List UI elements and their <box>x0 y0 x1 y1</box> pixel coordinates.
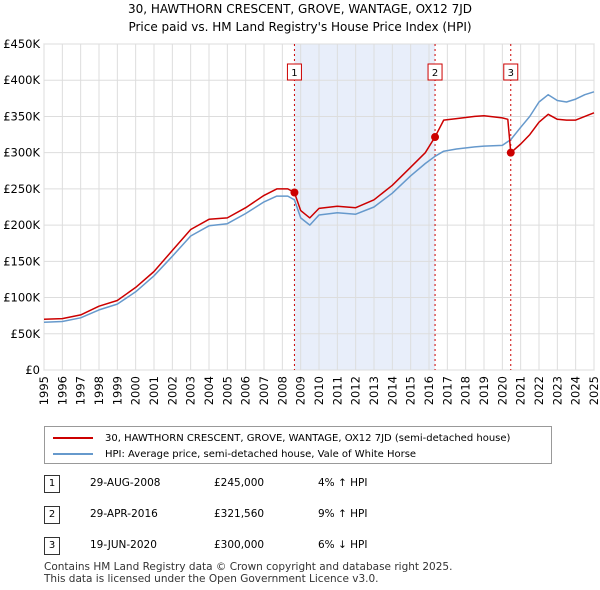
sale-point <box>431 133 440 142</box>
x-tick-label: 2005 <box>220 376 234 405</box>
x-tick-label: 2007 <box>257 376 271 405</box>
transaction-number-badge: 2 <box>44 506 60 524</box>
footer-copyright: Contains HM Land Registry data © Crown c… <box>44 561 453 573</box>
x-tick-label: 2010 <box>312 376 326 405</box>
x-tick-label: 1995 <box>37 376 51 405</box>
x-tick-label: 2024 <box>569 376 583 405</box>
x-tick-label: 2023 <box>550 376 564 405</box>
price-chart: 1 2 3 £0 £50K £100K £150K £200K £250K £300K £350K… <box>3 37 600 405</box>
x-tick-label: 2009 <box>294 376 308 405</box>
transaction-date: 29-AUG-2008 <box>90 477 161 489</box>
property-price-line <box>43 112 595 321</box>
transaction-number-badge: 3 <box>44 537 60 555</box>
shaded-period <box>294 44 436 370</box>
y-tick-label: £400K <box>3 73 40 87</box>
x-tick-label: 2016 <box>422 376 436 405</box>
y-tick-label: £200K <box>3 218 40 232</box>
x-tick-label: 1998 <box>92 376 106 405</box>
transaction-hpi-diff: 9% ↑ HPI <box>318 508 368 520</box>
legend-item-hpi: HPI: Average price, semi-detached house,… <box>53 447 416 461</box>
sale-label-box <box>286 63 302 81</box>
transaction-date: 19-JUN-2020 <box>90 539 157 551</box>
y-tick-label: £250K <box>3 182 40 196</box>
y-tick-label: £350K <box>3 109 40 123</box>
y-tick-label: £450K <box>3 37 40 51</box>
transaction-number-badge: 1 <box>44 475 60 493</box>
chart-title-line1: 30, HAWTHORN CRESCENT, GROVE, WANTAGE, O… <box>127 2 473 16</box>
x-tick-label: 2003 <box>184 376 198 405</box>
x-tick-label: 2002 <box>165 376 179 405</box>
legend-item-property: 30, HAWTHORN CRESCENT, GROVE, WANTAGE, O… <box>53 431 510 445</box>
transaction-hpi-diff: 6% ↓ HPI <box>318 539 368 551</box>
x-tick-label: 2008 <box>275 376 289 405</box>
x-tick-label: 1996 <box>55 376 69 405</box>
legend-swatch-hpi <box>53 453 93 455</box>
y-tick-label: £50K <box>11 327 41 341</box>
x-tick-label: 2006 <box>239 376 253 405</box>
sale-point <box>506 148 515 157</box>
transaction-price: £300,000 <box>214 539 265 551</box>
x-tick-label: 2000 <box>129 376 143 405</box>
y-tick-label: £300K <box>3 146 40 160</box>
legend-label-hpi: HPI: Average price, semi-detached house,… <box>105 448 417 460</box>
sale-point <box>290 188 299 197</box>
x-tick-label: 2021 <box>514 376 528 405</box>
footer-licence: This data is licensed under the Open Gov… <box>44 573 379 585</box>
x-tick-label: 2012 <box>349 376 363 405</box>
legend-swatch-property <box>53 437 93 439</box>
y-tick-label: £100K <box>3 291 40 305</box>
y-tick-label: £0 <box>25 363 40 377</box>
sale-label-box <box>427 63 443 81</box>
x-tick-label: 2014 <box>385 376 399 405</box>
x-tick-label: 2020 <box>495 376 509 405</box>
transaction-price: £245,000 <box>214 477 265 489</box>
x-tick-label: 2015 <box>404 376 418 405</box>
x-tick-label: 2019 <box>477 376 491 405</box>
x-tick-label: 2025 <box>587 376 600 405</box>
x-tick-label: 2022 <box>532 376 546 405</box>
x-tick-label: 2017 <box>440 376 454 405</box>
x-tick-label: 1999 <box>110 376 124 405</box>
x-tick-label: 2018 <box>459 376 473 405</box>
sale-label-box <box>503 63 519 81</box>
sale-label-number: 2 <box>432 68 438 79</box>
chart-legend: 30, HAWTHORN CRESCENT, GROVE, WANTAGE, O… <box>44 426 552 464</box>
x-tick-label: 1997 <box>74 376 88 405</box>
transaction-hpi-diff: 4% ↑ HPI <box>318 477 368 489</box>
x-tick-label: 2011 <box>330 376 344 405</box>
sale-label-number: 1 <box>291 68 297 79</box>
chart-title-line2: Price paid vs. HM Land Registry's House … <box>128 20 472 34</box>
transaction-date: 29-APR-2016 <box>90 508 158 520</box>
transaction-price: £321,560 <box>214 508 265 520</box>
x-tick-label: 2001 <box>147 376 161 405</box>
legend-label-property: 30, HAWTHORN CRESCENT, GROVE, WANTAGE, O… <box>105 432 511 444</box>
x-tick-label: 2013 <box>367 376 381 405</box>
x-tick-label: 2004 <box>202 376 216 405</box>
y-tick-label: £150K <box>3 254 40 268</box>
sale-label-number: 3 <box>508 68 514 79</box>
hpi-line <box>43 91 595 323</box>
